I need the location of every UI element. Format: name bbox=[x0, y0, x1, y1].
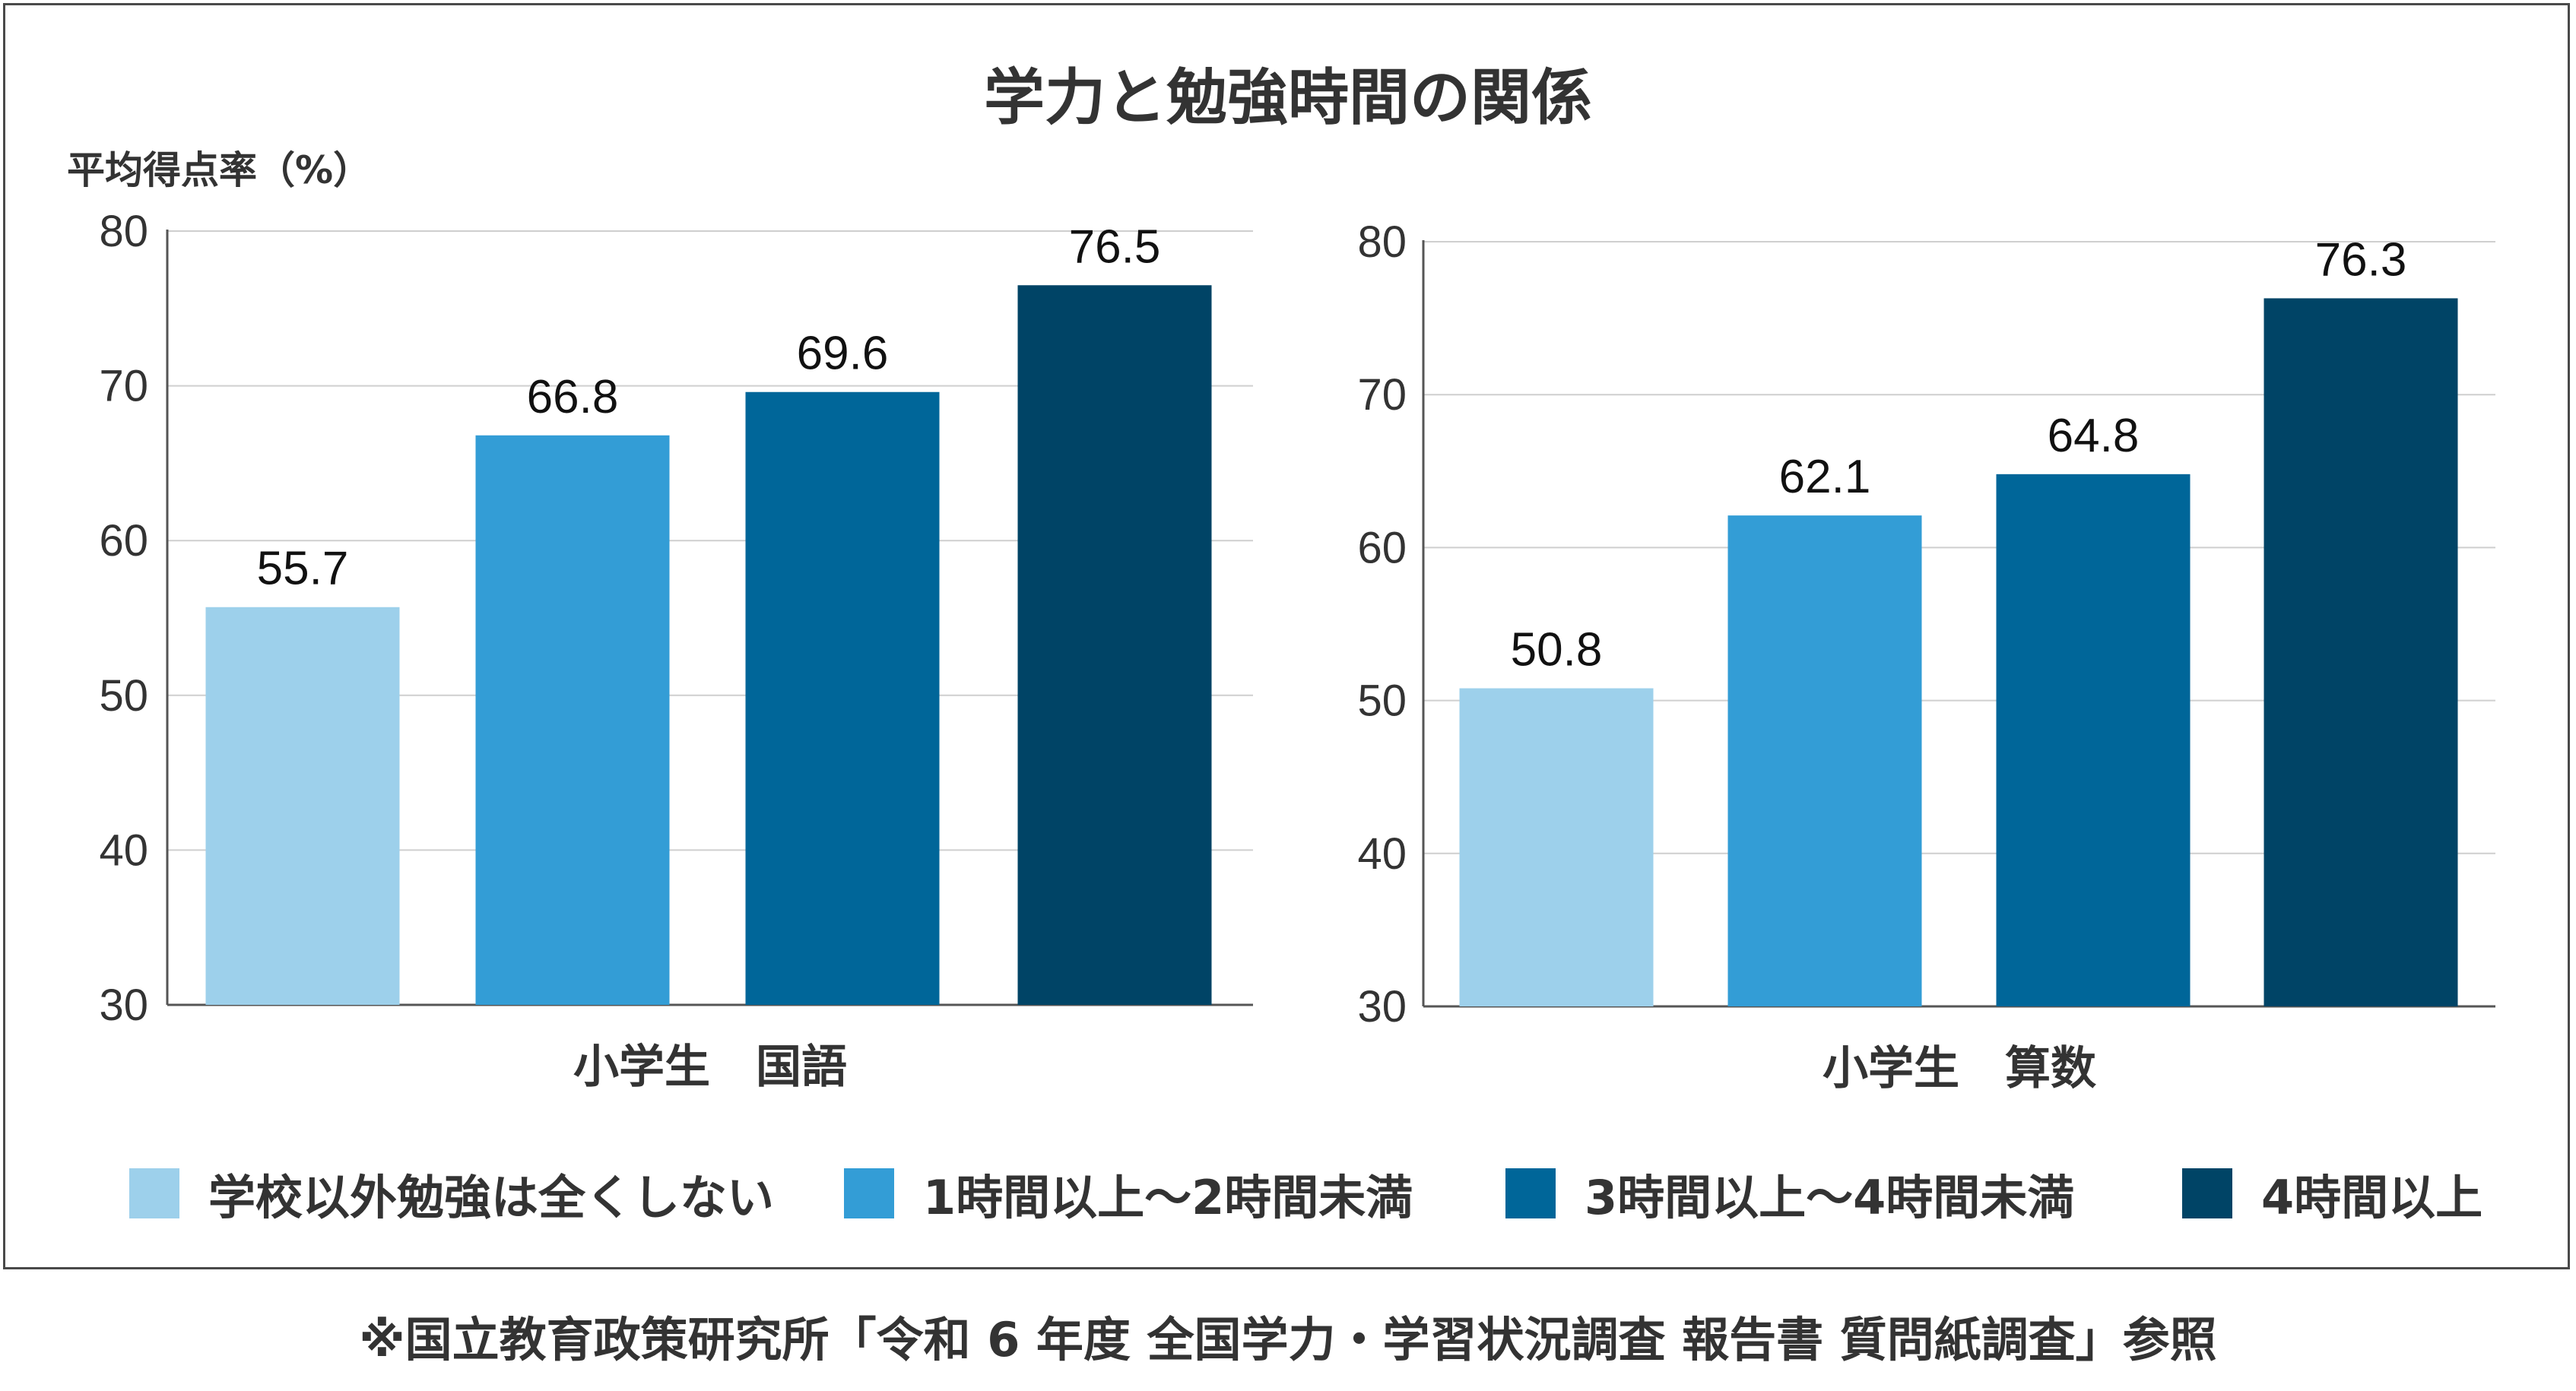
legend-label: 1時間以上～2時間未満 bbox=[923, 1170, 1413, 1225]
legend-swatch bbox=[844, 1168, 894, 1218]
chart-title: 学力と勉強時間の関係 bbox=[984, 62, 1592, 133]
y-tick-label: 80 bbox=[1357, 217, 1407, 267]
data-label: 64.8 bbox=[2048, 410, 2140, 462]
bar bbox=[1459, 688, 1654, 1006]
legend-label: 4時間以上 bbox=[2261, 1170, 2483, 1225]
legend-item: 4時間以上 bbox=[2182, 1163, 2482, 1225]
bar bbox=[205, 607, 400, 1005]
data-label: 50.8 bbox=[1511, 624, 1603, 676]
data-label: 62.1 bbox=[1779, 451, 1871, 503]
y-tick-label: 60 bbox=[1357, 523, 1407, 572]
legend-label: 3時間以上～4時間未満 bbox=[1585, 1170, 2075, 1225]
legend-label: 学校以外勉強は全くしない bbox=[208, 1170, 775, 1225]
y-tick-label: 70 bbox=[99, 362, 148, 411]
y-tick-label: 70 bbox=[1357, 370, 1407, 420]
legend-swatch bbox=[129, 1168, 179, 1218]
data-label: 55.7 bbox=[257, 543, 349, 595]
bar bbox=[2264, 298, 2458, 1007]
x-axis-label: 小学生 国語 bbox=[573, 1041, 847, 1094]
bar bbox=[1727, 515, 1922, 1006]
legend-item: 1時間以上～2時間未満 bbox=[844, 1163, 1413, 1225]
y-tick-label: 40 bbox=[1357, 829, 1407, 879]
bar bbox=[475, 435, 670, 1005]
bar bbox=[745, 391, 940, 1005]
legend-swatch bbox=[1505, 1168, 1556, 1218]
y-axis-label: 平均得点率（%） bbox=[67, 148, 372, 192]
data-label: 66.8 bbox=[527, 371, 619, 423]
y-tick-label: 80 bbox=[99, 207, 148, 256]
y-tick-label: 50 bbox=[1357, 676, 1407, 726]
y-tick-label: 50 bbox=[99, 671, 148, 721]
legend-item: 学校以外勉強は全くしない bbox=[129, 1163, 774, 1225]
y-tick-label: 40 bbox=[99, 825, 148, 875]
bar bbox=[1996, 474, 2191, 1006]
y-tick-label: 30 bbox=[99, 981, 148, 1030]
footnote: ※国立教育政策研究所「令和 6 年度 全国学力・学習状況調査 報告書 質問紙調査… bbox=[359, 1312, 2217, 1367]
y-tick-label: 60 bbox=[99, 516, 148, 566]
data-label: 76.5 bbox=[1069, 220, 1161, 273]
data-label: 76.3 bbox=[2315, 233, 2407, 286]
x-axis-label: 小学生 算数 bbox=[1823, 1042, 2096, 1095]
legend: 学校以外勉強は全くしない 1時間以上～2時間未満 3時間以上～4時間未満 4時間以上 bbox=[0, 1163, 2576, 1225]
y-tick-label: 30 bbox=[1357, 982, 1407, 1031]
legend-swatch bbox=[2182, 1168, 2232, 1218]
data-label: 69.6 bbox=[797, 328, 889, 380]
legend-item: 3時間以上～4時間未満 bbox=[1505, 1163, 2074, 1225]
bar bbox=[1017, 285, 1212, 1005]
